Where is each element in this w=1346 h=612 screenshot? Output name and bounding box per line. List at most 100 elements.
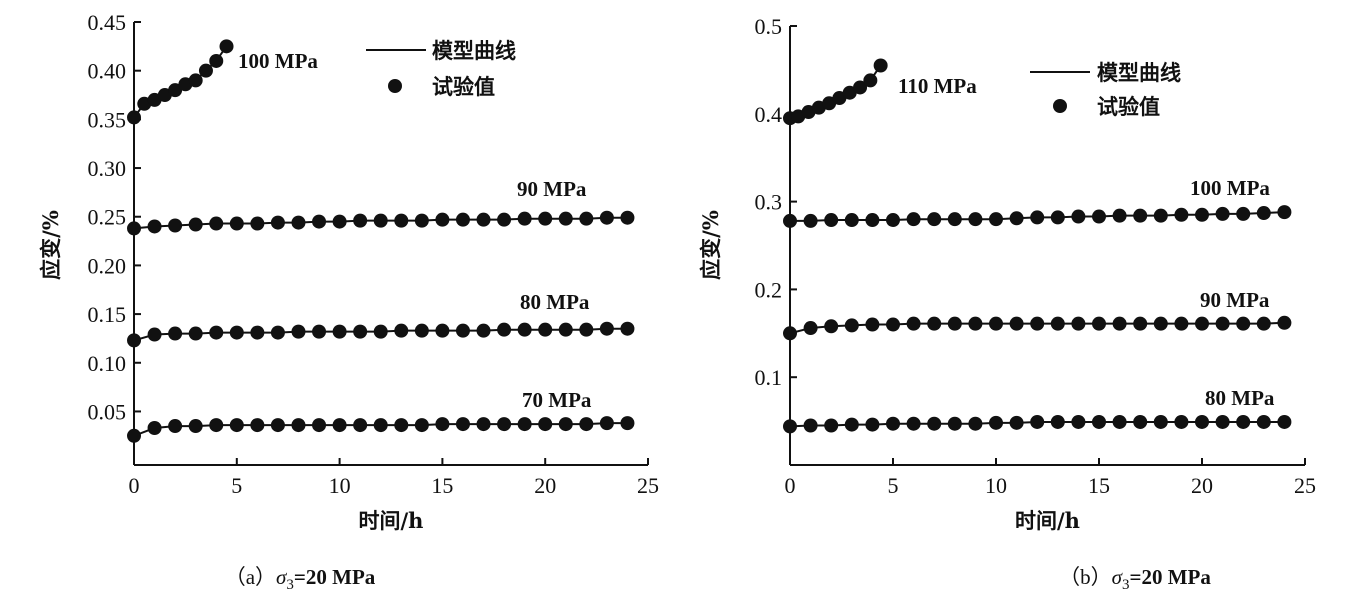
- data-point: [127, 110, 141, 125]
- data-point: [538, 211, 553, 226]
- data-point: [353, 324, 368, 339]
- data-point: [291, 324, 306, 339]
- series-label: 70 MPa: [522, 388, 592, 412]
- data-point: [842, 85, 857, 100]
- data-point: [853, 80, 868, 95]
- data-point: [599, 321, 614, 336]
- data-point: [1195, 316, 1209, 331]
- data-point: [250, 216, 265, 231]
- series-label: 100 MPa: [238, 49, 318, 73]
- data-point: [947, 416, 962, 431]
- caption-sigma: σ: [1112, 565, 1124, 589]
- series-label: 80 MPa: [520, 290, 590, 314]
- data-point: [1236, 316, 1251, 331]
- data-point: [517, 322, 532, 337]
- data-point: [312, 324, 327, 339]
- data-point: [1030, 316, 1045, 331]
- data-point: [968, 416, 983, 431]
- data-point: [1256, 316, 1271, 331]
- y-tick-label: 0.5: [755, 14, 783, 39]
- data-point: [989, 316, 1003, 331]
- legend-marker-swatch: [388, 79, 402, 93]
- data-point: [844, 318, 859, 333]
- y-tick-label: 0.1: [755, 365, 783, 390]
- x-tick-label: 25: [637, 473, 659, 498]
- series-110-mpa: 110 MPa: [783, 58, 977, 126]
- data-point: [373, 324, 388, 339]
- data-point: [599, 416, 614, 431]
- data-point: [1071, 209, 1086, 224]
- legend-marker-swatch: [1053, 99, 1067, 113]
- data-point: [270, 325, 285, 340]
- caption-prefix: （a）: [225, 565, 276, 589]
- x-tick-label: 5: [888, 473, 899, 498]
- data-point: [1153, 414, 1168, 429]
- data-point: [783, 419, 797, 434]
- data-point: [538, 322, 553, 337]
- y-tick-label: 0.35: [88, 107, 127, 132]
- data-point: [147, 421, 162, 436]
- data-point: [989, 415, 1003, 430]
- panel-caption: （a）σ3=20 MPa: [225, 565, 376, 593]
- caption-value: =20 MPa: [294, 565, 376, 589]
- caption-prefix: （b）: [1059, 565, 1112, 589]
- data-point: [1215, 316, 1230, 331]
- data-point: [168, 419, 183, 434]
- data-point: [886, 416, 900, 431]
- y-tick-label: 0.4: [755, 102, 783, 127]
- data-point: [1112, 208, 1127, 223]
- data-point: [517, 211, 532, 226]
- data-point: [1009, 316, 1024, 331]
- data-point: [1256, 206, 1271, 221]
- x-tick-label: 20: [534, 473, 556, 498]
- data-point: [783, 213, 797, 228]
- data-point: [1071, 414, 1086, 429]
- data-point: [147, 219, 162, 234]
- data-point: [270, 215, 285, 230]
- data-point: [1133, 208, 1148, 223]
- data-point: [844, 213, 859, 228]
- data-point: [1112, 414, 1127, 429]
- caption-subscript: 3: [286, 577, 294, 593]
- x-tick-label: 15: [431, 473, 453, 498]
- data-point: [497, 212, 512, 227]
- data-point: [1174, 207, 1189, 222]
- data-point: [579, 322, 594, 337]
- data-point: [927, 416, 942, 431]
- data-point: [168, 218, 183, 233]
- series-label: 110 MPa: [898, 74, 977, 98]
- data-point: [822, 96, 837, 111]
- data-point: [147, 327, 162, 342]
- data-point: [844, 417, 859, 432]
- data-point: [455, 323, 470, 338]
- legend-line-label: 模型曲线: [1097, 60, 1181, 85]
- series-label: 80 MPa: [1205, 386, 1275, 410]
- y-tick-label: 0.25: [88, 205, 127, 230]
- data-point: [620, 416, 635, 431]
- y-tick-label: 0.40: [88, 59, 127, 84]
- data-point: [824, 319, 839, 334]
- data-point: [209, 216, 224, 231]
- data-point: [414, 213, 429, 228]
- data-point: [968, 316, 983, 331]
- data-point: [188, 419, 203, 434]
- data-point: [1071, 316, 1086, 331]
- data-point: [783, 326, 797, 341]
- data-point: [832, 90, 847, 105]
- panel-caption: （b）σ3=20 MPa: [1059, 565, 1211, 593]
- data-point: [538, 417, 553, 432]
- x-tick-label: 0: [785, 473, 796, 498]
- data-point: [579, 417, 594, 432]
- data-point: [886, 317, 900, 332]
- x-tick-label: 25: [1294, 473, 1316, 498]
- y-tick-label: 0.3: [755, 190, 783, 215]
- data-point: [127, 221, 141, 236]
- x-axis-label: 时间/h: [1015, 508, 1080, 533]
- data-point: [1009, 211, 1024, 226]
- data-point: [865, 417, 880, 432]
- data-point: [414, 418, 429, 433]
- data-point: [250, 418, 265, 433]
